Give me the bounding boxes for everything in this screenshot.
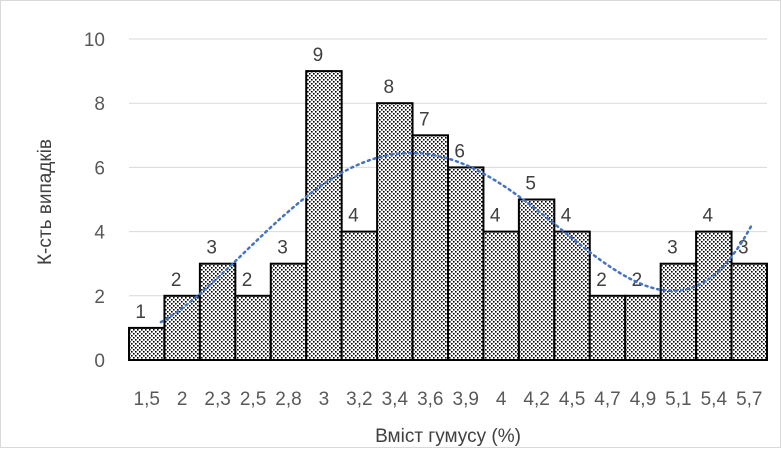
bar bbox=[198, 262, 237, 362]
bar bbox=[659, 262, 698, 362]
data-label: 4 bbox=[703, 206, 714, 227]
y-tick-label: 8 bbox=[94, 94, 105, 115]
x-tick-label: 2 bbox=[177, 389, 188, 410]
y-tick-label: 2 bbox=[94, 287, 105, 308]
data-label: 3 bbox=[738, 238, 749, 259]
data-label: 2 bbox=[596, 270, 607, 291]
y-tick-label: 6 bbox=[94, 158, 105, 179]
data-label: 3 bbox=[206, 238, 217, 259]
y-tick-label: 4 bbox=[94, 223, 105, 244]
x-tick-label: 4,7 bbox=[594, 389, 620, 410]
y-tick-label: 0 bbox=[94, 351, 105, 372]
data-label: 8 bbox=[384, 77, 395, 98]
x-tick-label: 5,4 bbox=[701, 389, 728, 410]
bar bbox=[128, 326, 166, 361]
data-label: 3 bbox=[667, 238, 678, 259]
bar bbox=[163, 294, 201, 361]
x-tick-label: 2,3 bbox=[204, 389, 230, 410]
data-label: 2 bbox=[171, 270, 182, 291]
data-label: 9 bbox=[313, 45, 324, 66]
data-label: 1 bbox=[135, 302, 146, 323]
bar bbox=[517, 198, 556, 361]
data-label: 2 bbox=[242, 270, 253, 291]
bar bbox=[305, 70, 343, 361]
y-axis-ticks: 0 2 4 6 8 10 bbox=[84, 30, 106, 372]
x-tick-label: 4,9 bbox=[630, 389, 656, 410]
bar bbox=[376, 102, 414, 361]
trendline bbox=[159, 151, 753, 324]
x-tick-label: 3,4 bbox=[382, 389, 409, 410]
y-tick-label: 10 bbox=[84, 30, 105, 51]
bar bbox=[447, 166, 485, 361]
data-labels: 1 2 3 2 3 9 4 8 7 6 4 5 4 2 2 3 4 3 bbox=[135, 45, 748, 323]
bar bbox=[624, 294, 662, 361]
bars bbox=[128, 70, 768, 362]
y-axis-title: К-сть випадків bbox=[35, 139, 56, 265]
x-tick-label: 3,9 bbox=[453, 389, 479, 410]
bar bbox=[730, 262, 768, 362]
x-tick-label: 4 bbox=[496, 389, 507, 410]
x-axis-title: Вміст гумусу (%) bbox=[375, 426, 521, 447]
data-label: 4 bbox=[561, 206, 572, 227]
data-label: 4 bbox=[348, 206, 359, 227]
x-tick-label: 4,5 bbox=[559, 389, 585, 410]
bar bbox=[482, 230, 520, 361]
x-tick-label: 3,6 bbox=[417, 389, 443, 410]
data-label: 6 bbox=[454, 141, 465, 162]
data-label: 3 bbox=[277, 238, 288, 259]
x-tick-label: 5,7 bbox=[736, 389, 762, 410]
bar bbox=[411, 134, 449, 361]
bar bbox=[695, 230, 733, 361]
bar bbox=[553, 230, 591, 361]
data-label: 2 bbox=[632, 270, 643, 291]
data-label: 5 bbox=[525, 174, 536, 195]
data-label: 4 bbox=[490, 206, 501, 227]
data-label: 7 bbox=[419, 109, 430, 130]
x-tick-label: 2,5 bbox=[240, 389, 266, 410]
bar bbox=[234, 294, 272, 361]
bar bbox=[588, 294, 627, 361]
x-tick-label: 3 bbox=[319, 389, 330, 410]
bar bbox=[340, 230, 379, 361]
bar bbox=[269, 262, 308, 362]
x-tick-label: 2,8 bbox=[275, 389, 301, 410]
x-axis-ticks: 1,5 2 2,3 2,5 2,8 3 3,2 3,4 3,6 3,9 4 4,2 4,5 4,7 4,9 5… bbox=[134, 389, 763, 410]
x-tick-label: 3,2 bbox=[346, 389, 372, 410]
x-tick-label: 5,1 bbox=[665, 389, 691, 410]
x-tick-label: 4,2 bbox=[523, 389, 549, 410]
x-tick-label: 1,5 bbox=[134, 389, 160, 410]
